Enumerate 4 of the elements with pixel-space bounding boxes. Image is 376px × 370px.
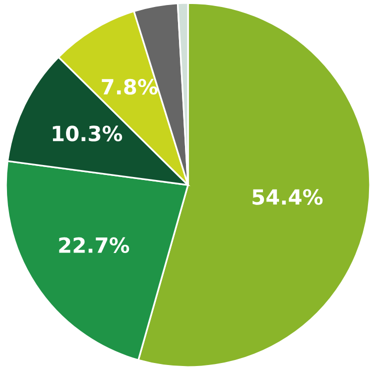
data-label: 10.3% xyxy=(52,126,122,142)
data-label: 7.8% xyxy=(102,78,158,95)
data-label: 54.4% xyxy=(252,189,323,205)
data-label: 22.7% xyxy=(59,237,130,253)
